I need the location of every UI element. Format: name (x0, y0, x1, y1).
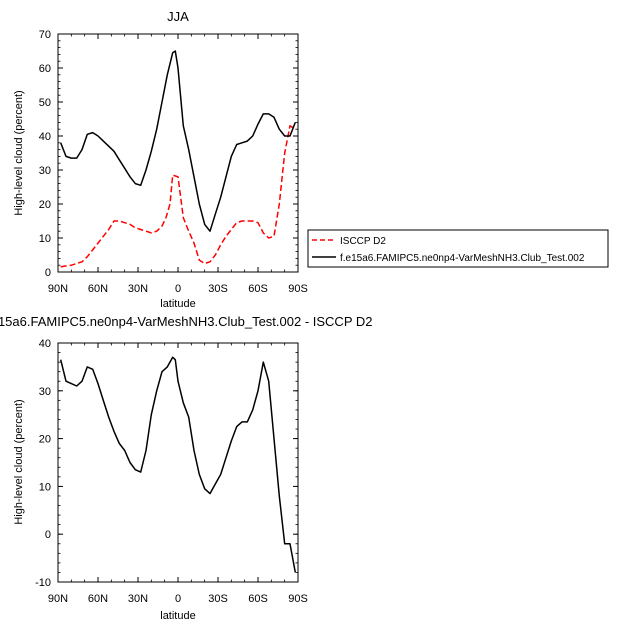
bottom-chart-x-axis-label: latitude (160, 610, 195, 622)
x-tick-label: 30S (208, 283, 228, 295)
x-tick-label: 30N (128, 593, 148, 605)
legend-label-model: f.e15a6.FAMIPC5.ne0np4-VarMeshNH3.Club_T… (340, 253, 585, 264)
x-tick-label: 30N (128, 283, 148, 295)
y-tick-label: 30 (39, 386, 51, 398)
top-chart-series (60, 50, 296, 268)
top-chart-plot-area (57, 33, 299, 273)
legend-label-isccp: ISCCP D2 (340, 236, 386, 247)
bottom-chart-series (59, 356, 297, 573)
bottom-chart-title: f.e15a6.FAMIPC5.ne0np4-VarMeshNH3.Club_T… (0, 314, 373, 329)
top-chart-y-axis-label: High-level cloud (percent) (13, 90, 25, 215)
x-tick-label: 90N (48, 593, 68, 605)
x-tick-label: 0 (175, 283, 181, 295)
top-chart-x-axis-label: latitude (160, 298, 195, 310)
x-tick-label: 60S (248, 283, 268, 295)
y-tick-label: 70 (39, 29, 51, 41)
y-tick-label: 0 (45, 529, 51, 541)
x-tick-label: 60N (88, 593, 108, 605)
y-tick-label: 50 (39, 97, 51, 109)
y-tick-label: 20 (39, 434, 51, 446)
bottom-chart: f.e15a6.FAMIPC5.ne0np4-VarMeshNH3.Club_T… (0, 314, 373, 622)
x-tick-label: 90S (288, 593, 308, 605)
bottom-chart-plot-area (57, 342, 299, 583)
series-line-0 (60, 125, 296, 268)
series-line-1 (60, 50, 296, 232)
y-tick-label: 40 (39, 131, 51, 143)
y-tick-label: 10 (39, 233, 51, 245)
y-tick-label: 40 (39, 338, 51, 350)
top-chart-x-tick-labels: 90N 60N 30N 0 30S 60S 90S (48, 283, 308, 295)
bottom-chart-y-axis-label: High-level cloud (percent) (13, 399, 25, 524)
legend-box (307, 229, 609, 268)
series-line-0 (59, 356, 297, 573)
x-tick-label: 90S (288, 283, 308, 295)
y-tick-label: 60 (39, 63, 51, 75)
y-tick-label: -10 (35, 577, 51, 589)
y-tick-label: 20 (39, 199, 51, 211)
y-tick-label: 30 (39, 165, 51, 177)
top-chart-legend: ISCCP D2 f.e15a6.FAMIPC5.ne0np4-VarMeshN… (307, 229, 609, 268)
x-tick-label: 60N (88, 283, 108, 295)
x-tick-label: 0 (175, 593, 181, 605)
x-tick-label: 90N (48, 283, 68, 295)
x-tick-label: 60S (248, 593, 268, 605)
y-tick-label: 10 (39, 481, 51, 493)
bottom-chart-y-tick-labels: -10 0 10 20 30 40 (35, 338, 51, 589)
y-tick-label: 0 (45, 267, 51, 279)
bottom-chart-x-tick-labels: 90N 60N 30N 0 30S 60S 90S (48, 593, 308, 605)
top-chart-y-tick-labels: 0 10 20 30 40 50 60 70 (39, 29, 51, 279)
x-tick-label: 30S (208, 593, 228, 605)
top-chart-title: JJA (167, 9, 189, 24)
